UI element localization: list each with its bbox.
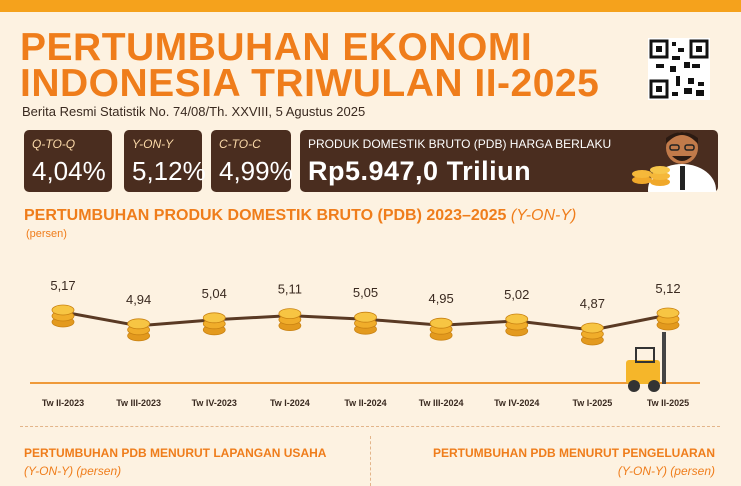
stat-value: 4,99%: [219, 156, 293, 186]
value-label: 4,95: [428, 291, 453, 306]
coin-stack: [656, 307, 680, 331]
chart-subtitle: (persen): [26, 228, 67, 240]
x-tick-label: Tw III-2024: [419, 398, 464, 408]
value-label: 5,12: [655, 281, 680, 296]
divider: [20, 426, 720, 427]
coin-stack: [580, 322, 604, 346]
coin: [505, 313, 529, 325]
value-label: 5,11: [278, 282, 302, 297]
top-bar: [0, 0, 741, 12]
section-note: (Y-ON-Y) (persen): [24, 464, 122, 478]
x-tick-label: Tw I-2025: [572, 398, 612, 408]
x-tick-label: Tw IV-2023: [192, 398, 237, 408]
pdb-box: PRODUK DOMESTIK BRUTO (PDB) HARGA BERLAK…: [300, 130, 718, 192]
coin: [202, 312, 226, 324]
stat-box: Q-TO-Q 4,04%: [24, 130, 112, 192]
main-title: PERTUMBUHAN EKONOMI: [20, 26, 533, 69]
businessman-illustration: [632, 132, 716, 192]
subtitle: Berita Resmi Statistik No. 74/08/Th. XXV…: [22, 104, 366, 119]
divider: [370, 436, 371, 486]
coin-stack: [202, 312, 226, 336]
coin: [51, 304, 75, 316]
coin-stack: [354, 311, 377, 335]
coin-stack: [505, 313, 529, 337]
coin-stack: [51, 304, 75, 328]
coin: [354, 311, 377, 323]
chart: PERTUMBUHAN PRODUK DOMESTIK BRUTO (PDB) …: [24, 207, 700, 408]
value-label: 4,94: [126, 292, 151, 307]
stat-value: 5,12%: [132, 156, 206, 186]
stat-label: Q-TO-Q: [32, 137, 76, 151]
stat-box: Y-ON-Y 5,12%: [124, 130, 206, 192]
value-label: 5,17: [50, 278, 75, 293]
chart-title-note: (Y-ON-Y): [511, 207, 576, 224]
coin-stack: [278, 308, 302, 331]
stat-box: C-TO-C 4,99%: [211, 130, 293, 192]
x-tick-label: Tw IV-2024: [494, 398, 539, 408]
coin: [278, 308, 302, 319]
pdb-label: PRODUK DOMESTIK BRUTO (PDB) HARGA BERLAK…: [308, 137, 612, 151]
value-label: 5,02: [504, 287, 529, 302]
coin-stack: [429, 317, 453, 341]
forklift-illustration: [626, 332, 666, 392]
coin: [429, 317, 453, 329]
x-tick-label: Tw I-2024: [270, 398, 310, 408]
qr-code: [648, 38, 710, 100]
x-tick-label: Tw III-2023: [116, 398, 161, 408]
x-tick-label: Tw II-2024: [344, 398, 386, 408]
section-note: (Y-ON-Y) (persen): [617, 464, 715, 478]
chart-title-text: PERTUMBUHAN PRODUK DOMESTIK BRUTO (PDB) …: [24, 207, 507, 224]
value-label: 5,04: [202, 286, 227, 301]
coin: [656, 307, 680, 319]
value-label: 4,87: [580, 296, 605, 311]
section-title: PERTUMBUHAN PDB MENURUT PENGELUARAN: [433, 446, 715, 460]
coin: [127, 318, 151, 330]
x-tick-label: Tw II-2025: [647, 398, 689, 408]
stat-label: C-TO-C: [219, 137, 261, 151]
coin: [580, 322, 604, 334]
section-title: PERTUMBUHAN PDB MENURUT LAPANGAN USAHA: [24, 446, 327, 460]
coin-stack: [127, 318, 151, 342]
chart-title: PERTUMBUHAN PRODUK DOMESTIK BRUTO (PDB) …: [24, 207, 576, 224]
main-title: INDONESIA TRIWULAN II-2025: [20, 62, 600, 105]
x-tick-label: Tw II-2023: [42, 398, 84, 408]
stat-value: 4,04%: [32, 156, 106, 186]
value-label: 5,05: [353, 285, 378, 300]
stat-label: Y-ON-Y: [132, 137, 174, 151]
pdb-value: Rp5.947,0 Triliun: [308, 156, 532, 186]
